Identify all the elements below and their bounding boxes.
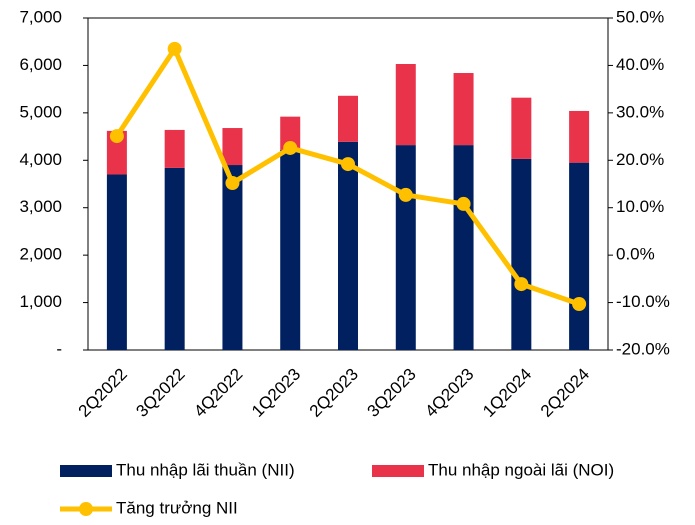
y2-tick-label: -10.0% bbox=[616, 292, 670, 311]
y2-tick-label: -20.0% bbox=[616, 339, 670, 358]
bar bbox=[164, 129, 185, 168]
x-tick-label: 3Q2023 bbox=[364, 365, 420, 421]
bar bbox=[338, 95, 358, 142]
x-tick-label: 4Q2022 bbox=[190, 365, 246, 421]
y-tick-label: 2,000 bbox=[19, 245, 62, 264]
bar bbox=[222, 165, 243, 350]
line-marker bbox=[572, 296, 587, 311]
x-tick-label: 1Q2024 bbox=[479, 365, 535, 421]
bar bbox=[395, 145, 416, 350]
x-tick-label: 2Q2022 bbox=[75, 365, 131, 421]
legend-label: Thu nhập lãi thuần (NII) bbox=[116, 460, 295, 479]
line-marker bbox=[341, 157, 355, 172]
x-tick-label: 3Q2022 bbox=[132, 365, 188, 421]
y2-tick-label: 30.0% bbox=[616, 102, 664, 121]
line-marker bbox=[167, 41, 182, 56]
x-tick-label: 1Q2023 bbox=[248, 365, 304, 421]
y2-tick-label: 0.0% bbox=[616, 245, 655, 264]
bar bbox=[395, 64, 416, 146]
y-tick-label: 3,000 bbox=[19, 197, 62, 216]
line-marker bbox=[109, 129, 124, 144]
bar bbox=[106, 130, 127, 175]
bar bbox=[511, 158, 532, 350]
bar bbox=[453, 73, 474, 146]
legend-label: Thu nhập ngoài lãi (NOI) bbox=[428, 460, 614, 479]
y-tick-label: 7,000 bbox=[19, 7, 62, 26]
line-marker bbox=[456, 196, 471, 211]
bar bbox=[222, 128, 243, 166]
bar bbox=[338, 141, 358, 350]
y2-tick-label: 10.0% bbox=[616, 197, 664, 216]
y2-tick-label: 20.0% bbox=[616, 150, 664, 169]
bar bbox=[569, 110, 590, 163]
line-marker bbox=[514, 277, 529, 292]
y-tick-label: 6,000 bbox=[19, 55, 62, 74]
bar bbox=[280, 116, 301, 150]
legend-swatch bbox=[60, 465, 112, 477]
y-tick-label: 4,000 bbox=[19, 150, 62, 169]
x-tick-label: 2Q2024 bbox=[537, 365, 593, 421]
bar bbox=[511, 97, 532, 159]
bar bbox=[106, 174, 127, 350]
line-marker bbox=[283, 140, 298, 155]
y2-tick-label: 40.0% bbox=[616, 55, 664, 74]
x-tick-label: 2Q2023 bbox=[306, 365, 362, 421]
bar bbox=[164, 167, 185, 350]
legend-swatch bbox=[79, 502, 93, 516]
line-marker bbox=[225, 176, 240, 191]
legend-label: Tăng trưởng NII bbox=[116, 498, 238, 517]
y-tick-label: 1,000 bbox=[19, 292, 62, 311]
x-tick-label: 4Q2023 bbox=[421, 365, 477, 421]
bar bbox=[569, 162, 590, 350]
line-marker bbox=[398, 187, 413, 202]
bar bbox=[280, 149, 301, 350]
y-tick-label: - bbox=[56, 339, 62, 358]
legend-swatch bbox=[372, 465, 424, 477]
y2-tick-label: 50.0% bbox=[616, 7, 664, 26]
bar bbox=[453, 145, 474, 350]
y-tick-label: 5,000 bbox=[19, 102, 62, 121]
